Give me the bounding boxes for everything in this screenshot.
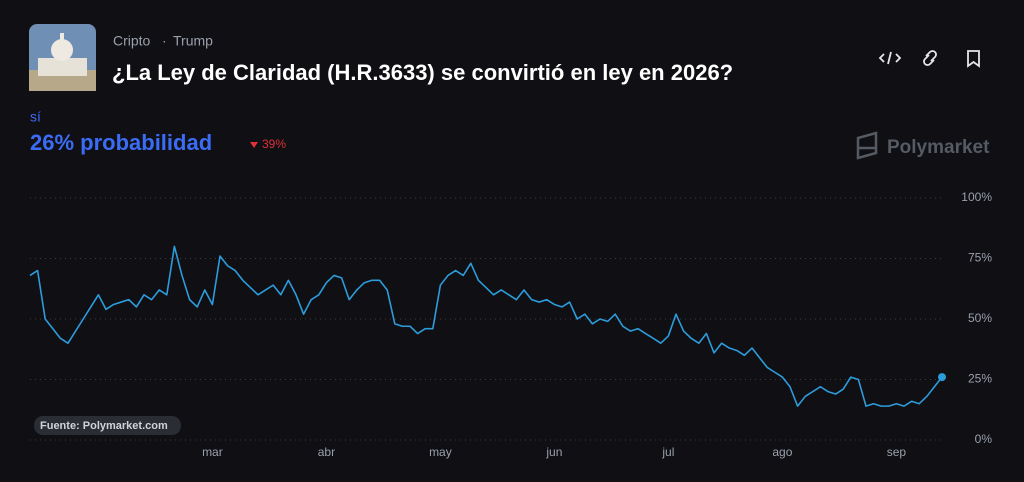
y-tick-label: 75% [968,251,992,265]
line-series [29,245,943,407]
last-point [938,373,946,382]
x-tick-label: may [429,445,452,459]
x-tick-label: jun [545,445,562,459]
tag[interactable]: Trump [173,33,213,49]
market-title: ¿La Ley de Claridad (H.R.3633) se convir… [112,60,733,85]
embed-icon[interactable] [878,51,902,65]
market-image [29,24,96,91]
down-arrow [250,142,258,148]
brand-logo [856,131,878,160]
x-tick-label: jul [661,445,674,459]
link-icon[interactable] [923,50,937,66]
x-tick-label: abr [318,445,335,459]
outcome: sí [30,109,41,125]
brand: Polymarket [887,137,990,158]
x-tick-label: sep [887,445,907,459]
bookmark-icon[interactable] [967,50,980,68]
tag[interactable]: Cripto [113,33,151,49]
toolbar [878,50,980,68]
source: Fuente: Polymarket.com [40,420,168,432]
x-tick-label: mar [202,445,223,459]
y-tick-label: 100% [961,190,992,204]
separator: · [162,33,167,49]
y-tick-label: 0% [975,432,993,446]
source-badge [34,416,181,435]
x-tick-label: ago [772,445,792,459]
y-tick-label: 50% [968,311,992,325]
y-tick-label: 25% [968,372,992,386]
change: 39% [262,137,286,151]
probability: 26% probabilidad [30,130,212,155]
